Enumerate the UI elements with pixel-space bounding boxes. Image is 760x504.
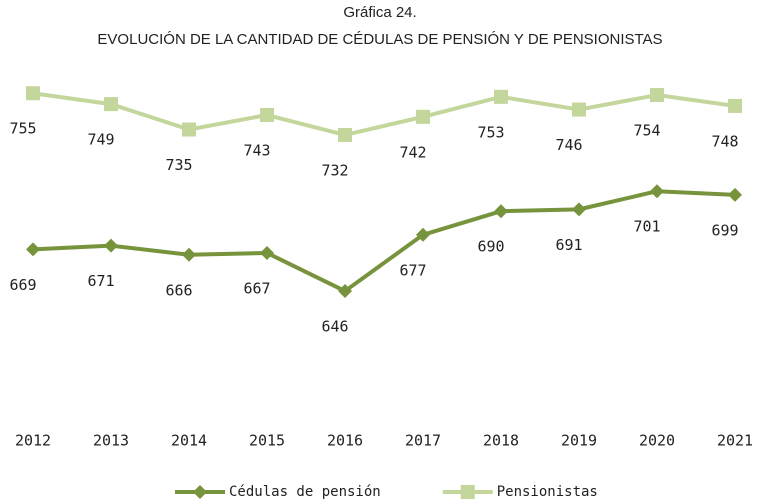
data-label: 742 xyxy=(399,143,426,161)
data-label: 754 xyxy=(633,122,660,140)
marker xyxy=(728,187,742,202)
series-line xyxy=(32,91,736,137)
data-label: 748 xyxy=(711,132,738,150)
marker xyxy=(728,98,742,113)
data-label: 677 xyxy=(399,261,426,279)
x-tick-label: 2016 xyxy=(327,432,363,450)
x-tick-label: 2012 xyxy=(15,432,51,450)
data-label: 671 xyxy=(87,272,114,290)
x-tick-label: 2014 xyxy=(171,432,207,450)
marker xyxy=(193,485,207,499)
x-tick-label: 2015 xyxy=(249,432,285,450)
data-label: 732 xyxy=(321,161,348,179)
marker xyxy=(650,184,664,199)
marker xyxy=(182,247,196,262)
marker xyxy=(572,102,586,117)
data-label: 666 xyxy=(165,281,192,299)
x-tick-label: 2013 xyxy=(93,432,129,450)
marker xyxy=(26,242,40,257)
marker xyxy=(416,109,430,124)
x-tick-label: 2018 xyxy=(483,432,519,450)
x-tick-label: 2021 xyxy=(717,432,753,450)
marker xyxy=(104,97,118,112)
data-label: 749 xyxy=(87,131,114,149)
legend-label: Cédulas de pensión xyxy=(229,484,381,500)
data-label: 690 xyxy=(477,238,504,256)
chart-subtitle: EVOLUCIÓN DE LA CANTIDAD DE CÉDULAS DE P… xyxy=(97,31,662,48)
data-label: 699 xyxy=(711,221,738,239)
data-label: 646 xyxy=(321,318,348,336)
marker xyxy=(494,89,508,104)
marker xyxy=(572,202,586,217)
x-tick-label: 2019 xyxy=(561,432,597,450)
x-tick-label: 2020 xyxy=(639,432,675,450)
marker xyxy=(416,227,430,242)
series-line xyxy=(32,189,736,294)
data-label: 753 xyxy=(477,123,504,141)
marker xyxy=(338,284,352,299)
data-label: 669 xyxy=(9,276,36,294)
marker xyxy=(104,238,118,253)
data-label: 701 xyxy=(633,218,660,236)
marker xyxy=(338,127,352,142)
marker xyxy=(460,485,475,499)
data-label: 746 xyxy=(555,136,582,154)
marker xyxy=(260,245,274,260)
marker xyxy=(26,86,40,101)
marker xyxy=(182,122,196,137)
marker xyxy=(650,88,664,103)
data-label: 743 xyxy=(243,142,270,160)
marker xyxy=(494,204,508,219)
marker xyxy=(260,108,274,123)
x-tick-label: 2017 xyxy=(405,432,441,450)
data-label: 755 xyxy=(9,120,36,138)
chart-title: Gráfica 24. xyxy=(343,4,416,21)
legend-label: Pensionistas xyxy=(497,484,598,500)
data-label: 691 xyxy=(555,236,582,254)
data-label: 735 xyxy=(165,156,192,174)
data-label: 667 xyxy=(243,279,270,297)
